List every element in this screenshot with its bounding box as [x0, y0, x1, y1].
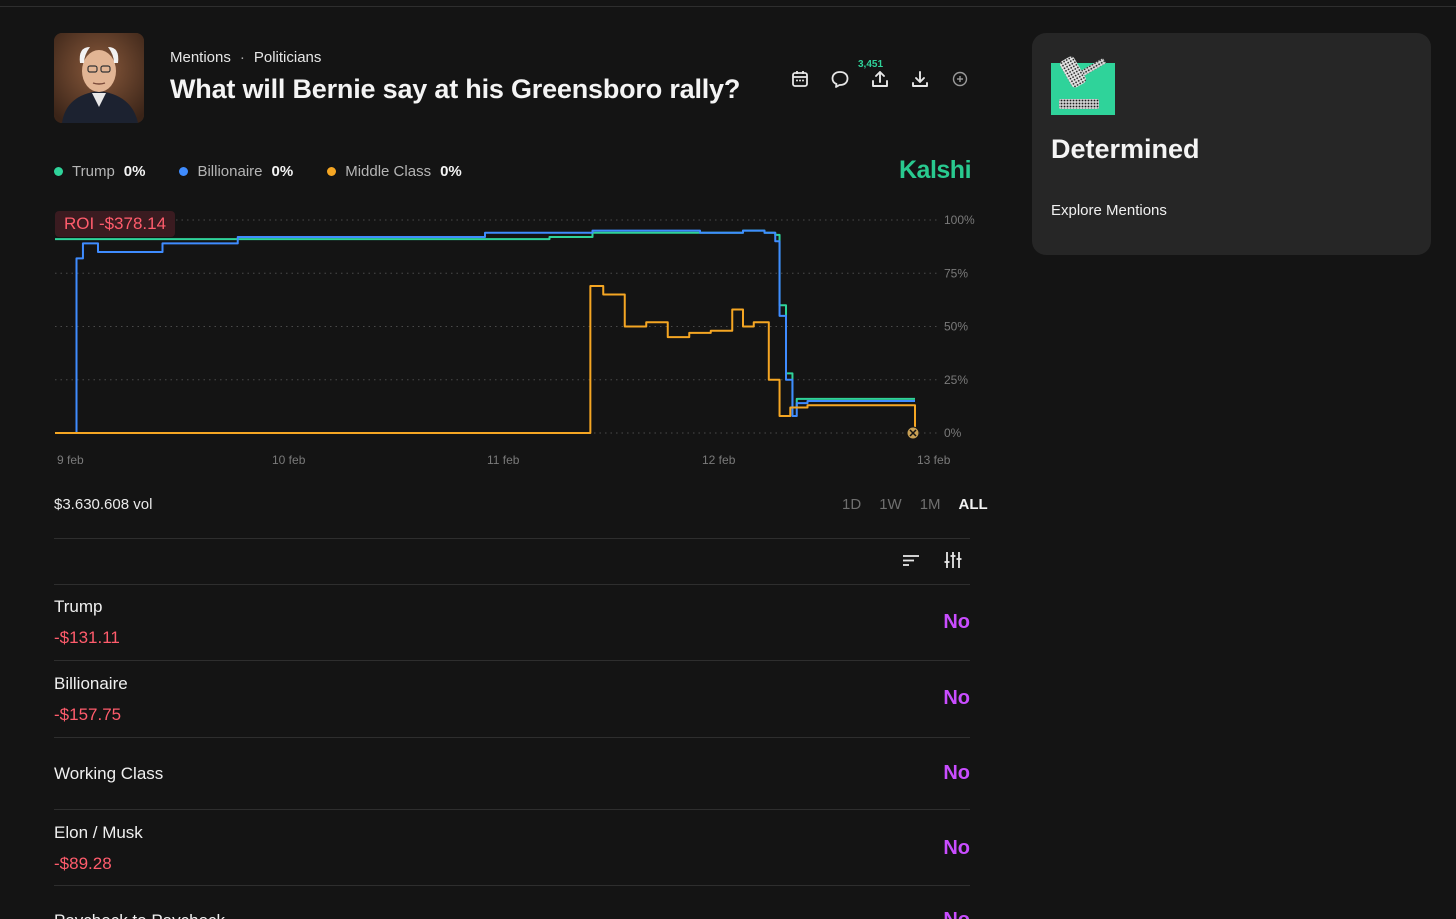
legend-label: Trump: [72, 163, 115, 180]
comment-icon: [831, 71, 849, 88]
legend-pct: 0%: [440, 163, 462, 180]
answer-no[interactable]: No: [943, 909, 970, 919]
legend-item-trump[interactable]: Trump 0%: [54, 163, 145, 180]
market-avatar: [54, 33, 144, 123]
table-row[interactable]: Paycheck to Paycheck No: [54, 885, 970, 919]
series-line-middle-class: [55, 285, 916, 434]
legend-item-billionaire[interactable]: Billionaire 0%: [179, 163, 293, 180]
comment-count-badge: 3,451: [858, 59, 884, 70]
table-row[interactable]: Elon / Musk -$89.28 No: [54, 809, 970, 885]
volume-label: $3.630.608 vol: [54, 496, 153, 513]
list-tools: [900, 549, 964, 571]
breadcrumb: Mentions · Politicians: [170, 49, 321, 66]
series-line-billionaire: [55, 229, 915, 434]
answer-no[interactable]: No: [943, 687, 970, 709]
calendar-button[interactable]: [780, 66, 820, 92]
download-icon: [912, 71, 928, 87]
legend-dot: [54, 167, 63, 176]
legend-dot: [327, 167, 337, 176]
divider: [54, 809, 970, 810]
header-actions: 3,451: [780, 59, 980, 92]
explore-mentions-link[interactable]: Explore Mentions: [1051, 202, 1167, 219]
download-button[interactable]: [900, 66, 940, 92]
legend-pct: 0%: [123, 163, 146, 180]
range-1m[interactable]: 1M: [919, 496, 941, 513]
answer-no[interactable]: No: [943, 837, 970, 859]
upload-icon: [872, 71, 888, 87]
legend-dot: [179, 167, 189, 176]
gavel-icon: [1051, 56, 1115, 115]
row-pnl: -$89.28: [54, 854, 112, 873]
row-name: Elon / Musk: [54, 823, 143, 842]
share-button[interactable]: [860, 66, 900, 92]
top-divider: [0, 6, 1456, 7]
page-title: What will Bernie say at his Greensboro r…: [170, 74, 741, 104]
divider: [54, 538, 970, 539]
time-range-selector: 1D 1W 1M ALL: [842, 496, 988, 513]
legend-item-middle-class[interactable]: Middle Class 0%: [327, 163, 462, 180]
row-name: Billionaire: [54, 674, 128, 693]
divider: [54, 737, 970, 738]
range-1d[interactable]: 1D: [842, 496, 862, 513]
y-tick-label: 25%: [944, 373, 968, 387]
x-tick-label: 9 feb: [57, 453, 84, 467]
x-tick-label: 11 feb: [487, 453, 520, 467]
divider: [54, 885, 970, 886]
sort-button[interactable]: [900, 549, 922, 571]
breadcrumb-item-politicians[interactable]: Politicians: [253, 49, 322, 66]
kalshi-logo[interactable]: Kalshi: [899, 156, 972, 184]
legend-pct: 0%: [271, 163, 294, 180]
table-row[interactable]: Trump -$131.11 No: [54, 584, 970, 660]
filter-button[interactable]: [942, 549, 964, 571]
table-row[interactable]: Working Class No: [54, 737, 970, 809]
row-pnl: -$131.11: [54, 628, 120, 647]
range-1w[interactable]: 1W: [879, 496, 902, 513]
plus-circle-icon: [952, 71, 968, 87]
sliders-icon: [944, 552, 962, 568]
sort-icon: [903, 555, 919, 566]
row-name: Trump: [54, 597, 103, 616]
add-button[interactable]: [940, 66, 980, 92]
row-name: Working Class: [54, 764, 164, 783]
range-all[interactable]: ALL: [958, 496, 988, 513]
table-row[interactable]: Billionaire -$157.75 No: [54, 660, 970, 737]
legend-label: Middle Class: [345, 163, 432, 180]
comments-button[interactable]: 3,451: [820, 59, 883, 92]
roi-badge: ROI -$378.14: [55, 211, 176, 237]
y-tick-label: 0%: [944, 426, 962, 440]
calendar-icon: [792, 71, 808, 87]
y-tick-label: 100%: [944, 213, 975, 227]
answer-no[interactable]: No: [943, 762, 970, 784]
chart-legend: Trump 0% Billionaire 0% Middle Class 0%: [54, 163, 496, 180]
x-tick-label: 10 feb: [272, 453, 306, 467]
legend-label: Billionaire: [197, 163, 263, 180]
row-name: Paycheck to Paycheck: [54, 911, 225, 919]
status-card: Determined Explore Mentions: [1032, 33, 1431, 255]
answer-no[interactable]: No: [943, 611, 970, 633]
y-tick-label: 75%: [944, 266, 968, 280]
close-icon: [909, 429, 917, 437]
x-tick-label: 13 feb: [917, 453, 951, 467]
divider: [54, 660, 970, 661]
price-chart[interactable]: 0% 25% 50% 75% 100% 9 feb 10 feb 11 feb 12 feb 13…: [0, 200, 1000, 480]
y-tick-label: 50%: [944, 320, 968, 334]
x-tick-label: 12 feb: [702, 453, 736, 467]
breadcrumb-item-mentions[interactable]: Mentions: [170, 49, 231, 66]
status-label: Determined: [1051, 134, 1200, 164]
breadcrumb-separator: ·: [239, 49, 245, 66]
row-pnl: -$157.75: [54, 705, 122, 724]
divider: [54, 584, 970, 585]
